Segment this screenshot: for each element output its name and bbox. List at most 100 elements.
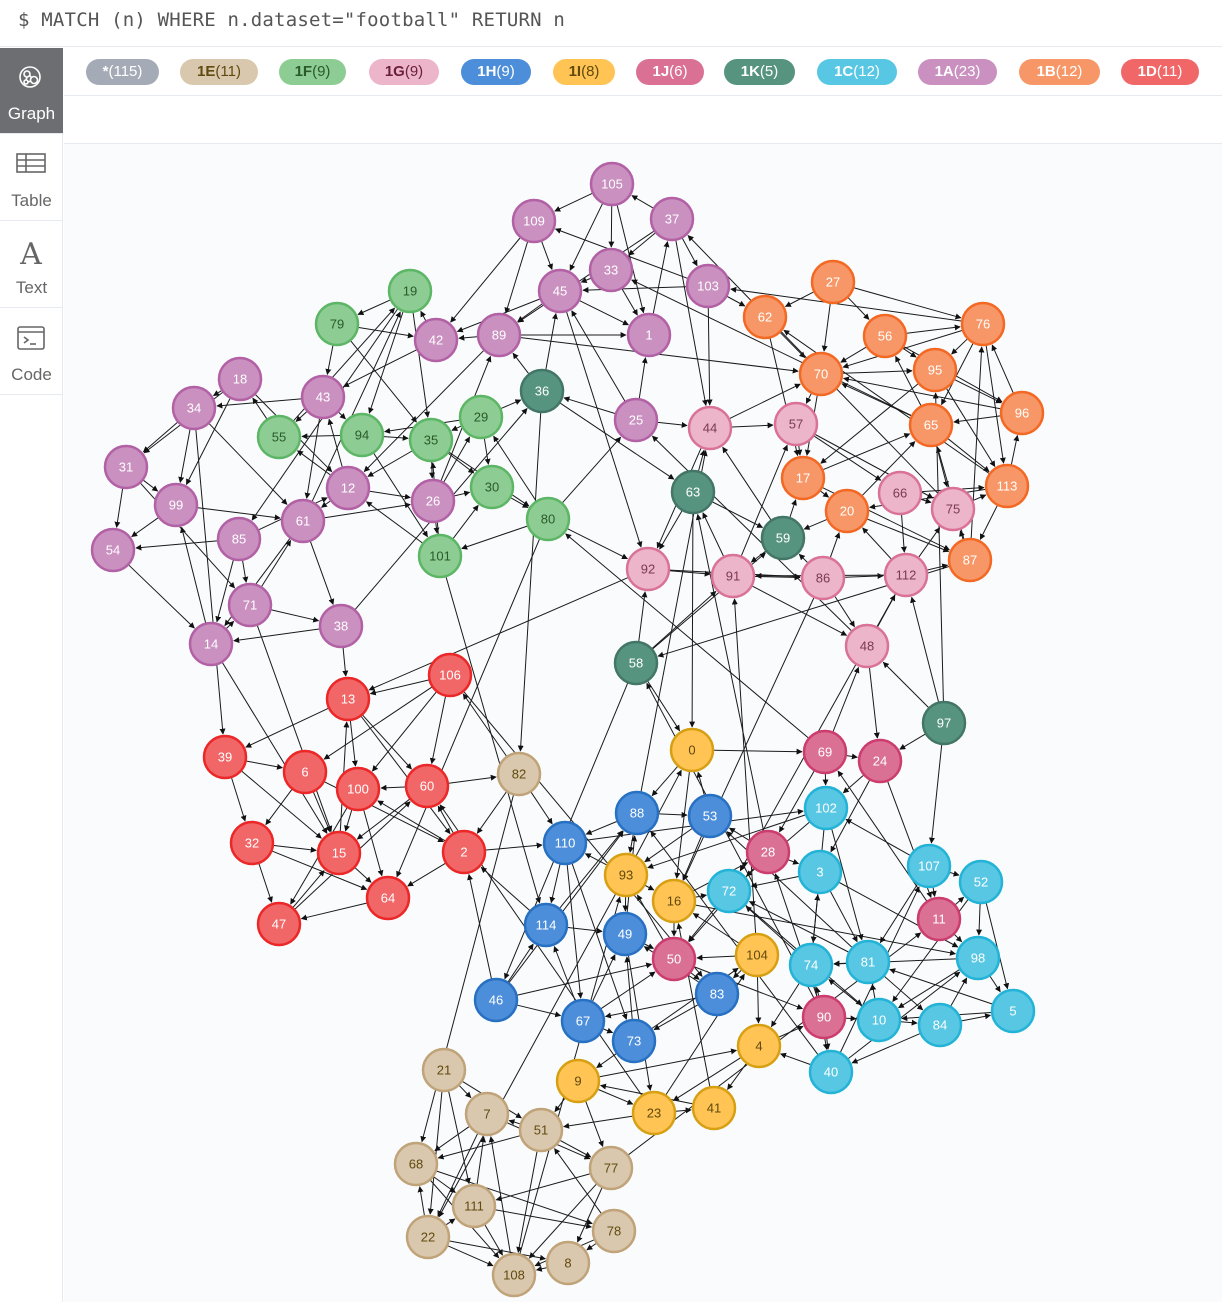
- graph-node[interactable]: 3: [799, 851, 841, 893]
- graph-node[interactable]: 19: [389, 270, 431, 312]
- relationship-edge[interactable]: [1011, 436, 1017, 465]
- relationship-edge[interactable]: [980, 506, 997, 540]
- graph-node[interactable]: 53: [689, 795, 731, 837]
- relationship-edge[interactable]: [372, 692, 436, 771]
- graph-node[interactable]: 52: [960, 861, 1002, 903]
- relationship-edge[interactable]: [962, 1015, 991, 1021]
- graph-node[interactable]: 74: [790, 944, 832, 986]
- relationship-edge[interactable]: [900, 734, 925, 749]
- relationship-edge[interactable]: [648, 682, 680, 731]
- graph-node[interactable]: 46: [475, 979, 517, 1021]
- legend-pill-1J[interactable]: 1J(6): [636, 59, 704, 85]
- graph-node[interactable]: 103: [687, 265, 729, 307]
- relationship-edge[interactable]: [378, 801, 445, 841]
- graph-node[interactable]: 62: [744, 296, 786, 338]
- graph-node[interactable]: 27: [812, 261, 854, 303]
- relationship-edge[interactable]: [355, 868, 371, 883]
- relationship-edge[interactable]: [586, 822, 617, 835]
- graph-node[interactable]: 76: [962, 303, 1004, 345]
- relationship-edge[interactable]: [301, 903, 366, 919]
- graph-node[interactable]: 79: [316, 303, 358, 345]
- relationship-edge[interactable]: [449, 777, 496, 783]
- graph-node[interactable]: 84: [919, 1004, 961, 1046]
- relationship-edge[interactable]: [432, 697, 446, 764]
- relationship-edge[interactable]: [790, 500, 796, 517]
- query-bar[interactable]: $ MATCH (n) WHERE n.dataset="football" R…: [0, 0, 1222, 47]
- relationship-edge[interactable]: [979, 904, 980, 935]
- relationship-edge[interactable]: [370, 491, 411, 497]
- relationship-edge[interactable]: [501, 400, 521, 408]
- relationship-edge[interactable]: [789, 860, 799, 864]
- sidebar-item-text[interactable]: A Text: [0, 222, 63, 308]
- relationship-edge[interactable]: [848, 298, 869, 320]
- relationship-edge[interactable]: [358, 300, 390, 314]
- graph-node[interactable]: 34: [173, 387, 215, 429]
- graph-node[interactable]: 109: [513, 200, 555, 242]
- relationship-edge[interactable]: [449, 1092, 469, 1184]
- relationship-edge[interactable]: [322, 501, 331, 507]
- graph-node[interactable]: 14: [190, 623, 232, 665]
- graph-node[interactable]: 31: [105, 446, 147, 488]
- graph-node[interactable]: 92: [627, 548, 669, 590]
- relationship-edge[interactable]: [950, 873, 959, 876]
- graph-node[interactable]: 67: [562, 1000, 604, 1042]
- graph-node[interactable]: 59: [762, 517, 804, 559]
- relationship-edge[interactable]: [933, 888, 935, 897]
- relationship-edge[interactable]: [136, 541, 217, 548]
- graph-node[interactable]: 22: [407, 1216, 449, 1258]
- relationship-edge[interactable]: [314, 792, 331, 832]
- graph-node[interactable]: 48: [846, 625, 888, 667]
- relationship-edge[interactable]: [842, 384, 911, 416]
- relationship-edge[interactable]: [878, 595, 895, 627]
- graph-node[interactable]: 5: [992, 990, 1034, 1032]
- legend-pill-1F[interactable]: 1F(9): [279, 59, 346, 85]
- relationship-edge[interactable]: [824, 304, 830, 351]
- relationship-edge[interactable]: [601, 972, 655, 1009]
- legend-pill-1C[interactable]: 1C(12): [817, 59, 897, 85]
- graph-node[interactable]: 30: [471, 466, 513, 508]
- graph-node[interactable]: 99: [155, 484, 197, 526]
- relationship-edge[interactable]: [453, 505, 478, 538]
- relationship-edge[interactable]: [751, 551, 765, 562]
- relationship-edge[interactable]: [629, 233, 656, 255]
- relationship-edge[interactable]: [955, 380, 1002, 403]
- relationship-edge[interactable]: [951, 978, 967, 1006]
- graph-node[interactable]: 85: [218, 518, 260, 560]
- relationship-edge[interactable]: [652, 591, 716, 648]
- relationship-edge[interactable]: [196, 430, 223, 734]
- relationship-edge[interactable]: [452, 426, 461, 430]
- relationship-edge[interactable]: [246, 708, 328, 747]
- relationship-edge[interactable]: [434, 1177, 456, 1193]
- relationship-edge[interactable]: [598, 1090, 633, 1105]
- relationship-edge[interactable]: [506, 242, 528, 313]
- relationship-edge[interactable]: [350, 721, 355, 766]
- relationship-edge[interactable]: [262, 541, 291, 587]
- relationship-edge[interactable]: [253, 398, 267, 419]
- relationship-edge[interactable]: [630, 835, 633, 853]
- relationship-edge[interactable]: [883, 662, 928, 707]
- relationship-edge[interactable]: [513, 353, 529, 373]
- relationship-edge[interactable]: [683, 836, 701, 880]
- graph-node[interactable]: 25: [615, 399, 657, 441]
- relationship-edge[interactable]: [243, 561, 247, 583]
- graph-node[interactable]: 58: [615, 642, 657, 684]
- relationship-edge[interactable]: [952, 339, 968, 354]
- graph-node[interactable]: 2: [443, 831, 485, 873]
- relationship-edge[interactable]: [992, 345, 1013, 393]
- relationship-edge[interactable]: [907, 327, 960, 334]
- graph-node[interactable]: 50: [653, 938, 695, 980]
- relationship-edge[interactable]: [954, 416, 1000, 422]
- relationship-edge[interactable]: [477, 1137, 484, 1184]
- relationship-edge[interactable]: [580, 301, 629, 325]
- relationship-edge[interactable]: [560, 1141, 591, 1158]
- relationship-edge[interactable]: [451, 238, 520, 322]
- relationship-edge[interactable]: [259, 864, 272, 902]
- relationship-edge[interactable]: [531, 792, 552, 824]
- relationship-edge[interactable]: [632, 196, 653, 208]
- relationship-edge[interactable]: [568, 529, 628, 559]
- relationship-edge[interactable]: [919, 528, 940, 557]
- relationship-edge[interactable]: [659, 814, 687, 815]
- legend-pill-all[interactable]: *(115): [86, 59, 159, 85]
- graph-node[interactable]: 61: [282, 500, 324, 542]
- relationship-edge[interactable]: [520, 413, 540, 751]
